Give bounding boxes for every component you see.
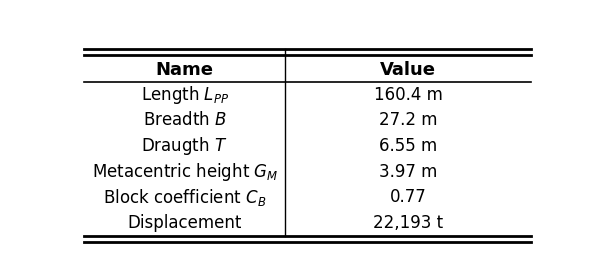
Text: Draugth $T$: Draugth $T$ xyxy=(142,135,228,157)
Text: Name: Name xyxy=(156,61,214,79)
Text: 22,193 t: 22,193 t xyxy=(373,214,443,232)
Text: 3.97 m: 3.97 m xyxy=(379,162,437,181)
Text: 160.4 m: 160.4 m xyxy=(374,86,442,104)
Text: Value: Value xyxy=(380,61,436,79)
Text: Length $L_{PP}$: Length $L_{PP}$ xyxy=(140,84,229,106)
Text: Displacement: Displacement xyxy=(128,214,242,232)
Text: Metacentric height $G_M$: Metacentric height $G_M$ xyxy=(92,161,278,182)
Text: 6.55 m: 6.55 m xyxy=(379,137,437,155)
Text: 27.2 m: 27.2 m xyxy=(379,112,437,130)
Text: Block coefficient $C_B$: Block coefficient $C_B$ xyxy=(103,187,266,208)
Text: Breadth $B$: Breadth $B$ xyxy=(143,112,227,130)
Text: 0.77: 0.77 xyxy=(389,188,427,206)
